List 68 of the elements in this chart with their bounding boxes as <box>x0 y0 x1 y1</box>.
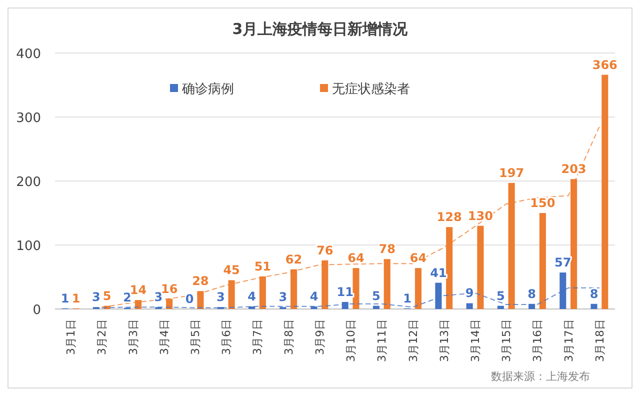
data-label: 64 <box>410 251 427 266</box>
data-label: 76 <box>316 243 334 258</box>
data-label: 5 <box>102 288 112 303</box>
x-tick-label: 3月11日 <box>376 319 389 362</box>
data-label: 4 <box>310 289 318 304</box>
data-label: 62 <box>285 252 302 266</box>
x-tick-label: 3月14日 <box>469 319 482 362</box>
data-label: 78 <box>378 242 396 256</box>
data-label: 3 <box>216 290 225 304</box>
data-label: 5 <box>496 288 505 303</box>
data-label: 8 <box>528 286 536 301</box>
data-label: 197 <box>499 166 524 180</box>
bar <box>497 306 504 309</box>
data-label: 64 <box>348 251 364 266</box>
data-label: 128 <box>436 210 462 224</box>
y-tick-label: 200 <box>16 175 41 190</box>
chart-title: 3月上海疫情每日新增情况 <box>232 20 409 38</box>
bar <box>414 268 422 309</box>
x-tick-label: 3月8日 <box>282 319 296 355</box>
x-tick-label: 3月9日 <box>313 319 326 355</box>
x-tick-label: 3月4日 <box>158 319 171 355</box>
data-label: 3 <box>92 290 100 304</box>
data-label: 130 <box>468 208 493 223</box>
source-note: 数据来源：上海发布 <box>491 370 590 383</box>
data-label: 1 <box>403 291 412 306</box>
data-label: 1 <box>60 291 70 306</box>
y-tick-label: 300 <box>16 111 41 126</box>
y-tick-label: 100 <box>16 239 41 254</box>
bar <box>466 303 473 309</box>
bar <box>602 74 608 309</box>
data-label: 41 <box>430 266 447 280</box>
data-label: 366 <box>592 58 618 72</box>
data-label: 8 <box>590 286 598 301</box>
x-tick-label: 3月17日 <box>562 319 576 362</box>
data-label: 2 <box>123 290 132 305</box>
data-label: 1 <box>72 291 80 306</box>
data-label: 150 <box>530 196 556 210</box>
bar <box>539 213 546 309</box>
data-label: 3 <box>278 290 288 304</box>
data-label: 16 <box>160 282 178 296</box>
x-tick-label: 3月6日 <box>220 319 234 355</box>
data-label: 4 <box>248 289 256 304</box>
data-label: 5 <box>372 288 380 303</box>
bar <box>590 304 598 309</box>
x-tick-label: 3月13日 <box>438 319 451 362</box>
x-tick-label: 3月2日 <box>96 319 109 355</box>
y-tick-label: 0 <box>32 303 41 318</box>
x-tick-label: 3月18日 <box>593 319 606 362</box>
line-series <box>101 126 600 308</box>
data-label: 203 <box>561 162 586 176</box>
x-tick-label: 3月16日 <box>531 319 544 362</box>
x-tick-label: 3月12日 <box>406 319 420 362</box>
data-label: 0 <box>185 292 194 306</box>
bar <box>352 268 360 309</box>
data-label: 28 <box>192 274 209 288</box>
data-label: 57 <box>554 256 572 270</box>
y-tick-label: 400 <box>16 47 41 62</box>
x-tick-label: 3月3日 <box>126 319 140 355</box>
data-label: 51 <box>254 259 272 274</box>
data-label: 14 <box>130 283 147 298</box>
x-tick-label: 3月15日 <box>500 319 514 362</box>
data-label: 45 <box>223 263 240 278</box>
legend-label: 无症状感染者 <box>332 82 410 97</box>
x-tick-label: 3月7日 <box>251 319 264 355</box>
x-tick-label: 3月10日 <box>344 319 358 362</box>
x-tick-label: 3月1日 <box>64 319 78 355</box>
x-tick-label: 3月5日 <box>189 319 202 355</box>
legend-label: 确诊病例 <box>181 82 234 97</box>
